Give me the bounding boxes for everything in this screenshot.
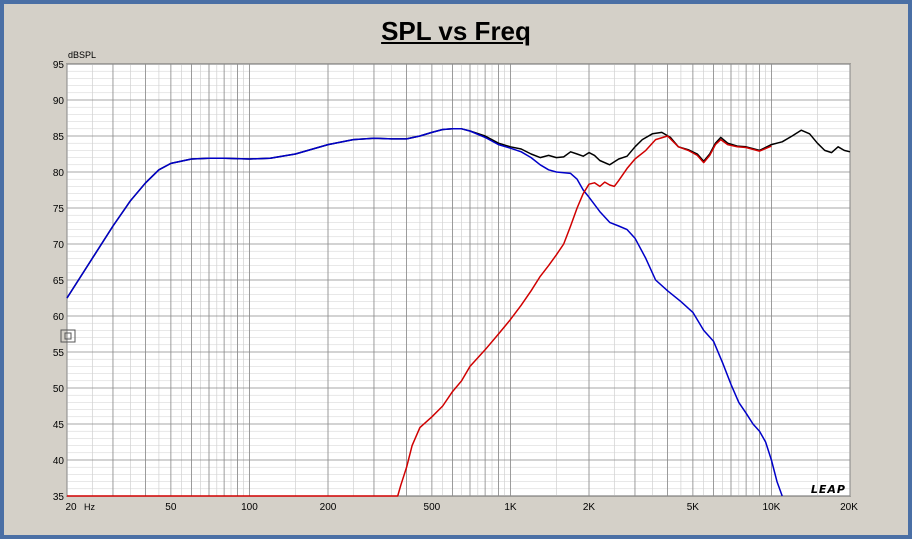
series-line-2 [66,128,783,497]
y-tick-label: 50 [53,384,65,395]
cursor-marker[interactable] [60,329,76,343]
y-tick-label: 95 [53,60,65,71]
x-tick-label: 1K [504,502,517,513]
x-axis: 20 50 100 200 500 1K 2K 5K 10K 20K [65,502,858,513]
x-tick-label: 200 [320,502,337,513]
y-tick-label: 80 [53,168,65,179]
y-tick-label: 45 [53,420,65,431]
x-tick-label: 5K [687,502,700,513]
y-tick-label: 85 [53,132,65,143]
y-tick-label: 35 [53,492,65,503]
y-axis-title: dBSPL [68,50,96,60]
x-tick-label: 2K [583,502,596,513]
curves [66,128,851,497]
y-tick-label: 60 [53,312,65,323]
x-tick-label: 10K [763,502,781,513]
x-tick-label: 500 [424,502,441,513]
chart-title: SPL vs Freq [381,16,531,46]
x-tick-label: 50 [165,502,177,513]
series-line-3 [67,135,772,497]
y-tick-label: 40 [53,456,65,467]
x-tick-label: 20K [840,502,858,513]
leap-logo: LEAP [811,483,846,496]
y-axis: 35 40 45 50 55 60 65 70 75 80 85 90 95 [53,60,65,503]
x-tick-label: 100 [241,502,258,513]
x-tick-label: 20 [65,502,77,513]
y-tick-label: 55 [53,348,65,359]
y-tick-label: 90 [53,96,65,107]
y-tick-label: 75 [53,204,65,215]
x-axis-unit: Hz [84,502,95,512]
y-tick-label: 70 [53,240,65,251]
major-grid [66,63,851,497]
y-tick-label: 65 [53,276,65,287]
